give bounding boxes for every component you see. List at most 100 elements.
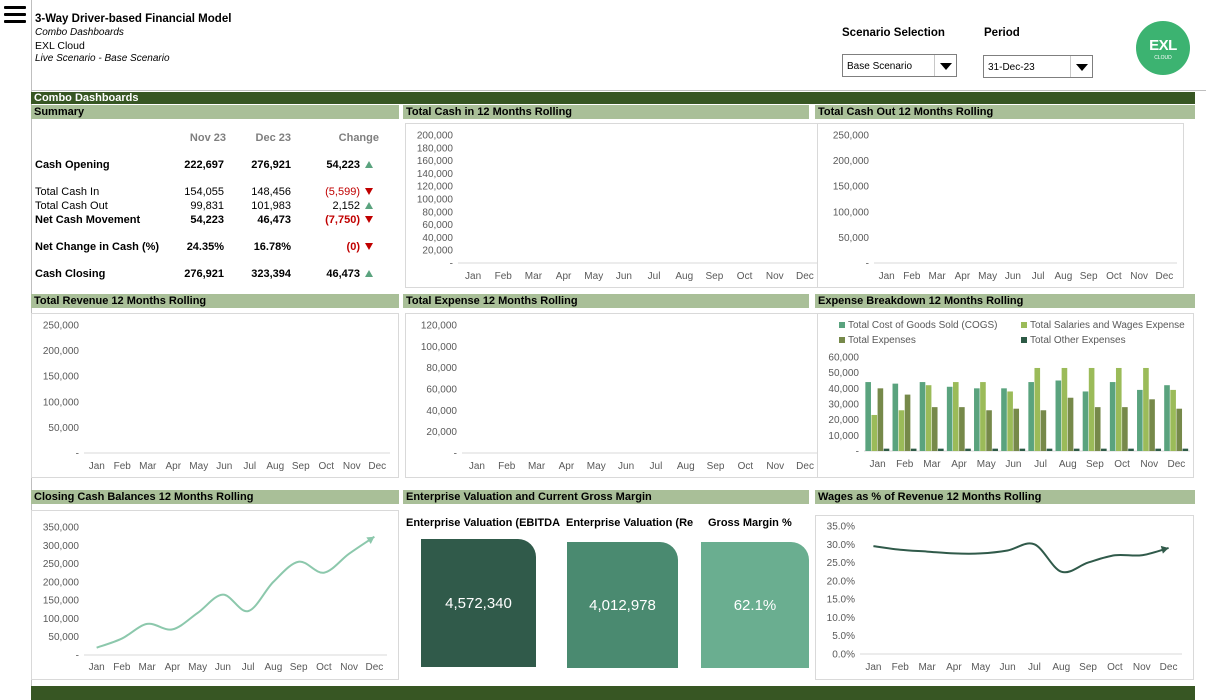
ev-ebitda-value: 4,572,340 (445, 594, 512, 612)
band-closing-cash: Closing Cash Balances 12 Months Rolling (31, 490, 399, 504)
summary-prev-value: 24.35% (186, 241, 224, 253)
bar (865, 382, 871, 451)
ev-revenue-label: Enterprise Valuation (Re (566, 517, 694, 529)
x-tick-label: Feb (113, 662, 131, 673)
line-end-arrow (366, 536, 375, 544)
bar (986, 410, 992, 451)
summary-prev-value: 222,697 (184, 159, 224, 171)
summary-change-value: 54,223 (326, 159, 360, 171)
y-tick-label: 50,000 (838, 233, 869, 244)
bar (1149, 399, 1155, 451)
line-end-arrow (1160, 545, 1169, 554)
bar (904, 394, 911, 451)
legend-item-expenses: Total Expenses (839, 335, 916, 346)
y-tick-label: 180,000 (417, 143, 454, 154)
y-tick-label: 50,000 (48, 632, 79, 643)
chevron-down-icon[interactable] (1070, 56, 1092, 77)
x-tick-label: Jun (616, 271, 632, 282)
y-tick-label: 150,000 (43, 372, 80, 383)
ev-revenue-value: 4,012,978 (589, 596, 656, 614)
summary-curr-value: 148,456 (251, 186, 291, 198)
band-revenue: Total Revenue 12 Months Rolling (31, 294, 399, 308)
y-tick-label: 250,000 (43, 559, 80, 570)
bar (1007, 391, 1013, 451)
y-tick-label: 300,000 (43, 541, 80, 552)
x-tick-label: Apr (165, 662, 181, 673)
chart-panel-expense-breakdown: Total Cost of Goods Sold (COGS) Total Sa… (817, 313, 1194, 478)
y-tick-label: 250,000 (43, 321, 80, 332)
summary-row-label: Total Cash Out (35, 200, 108, 212)
x-tick-label: Mar (525, 271, 543, 282)
y-tick-label: 60,000 (828, 353, 859, 364)
bar (1101, 448, 1107, 451)
x-tick-label: Oct (738, 461, 754, 472)
band-summary: Summary (31, 105, 399, 119)
x-tick-label: Aug (1054, 271, 1072, 282)
band-cash-in: Total Cash in 12 Months Rolling (403, 105, 809, 119)
cash-out-chart: - 50,000 100,000 150,000 200,000 250,000 Jan Fe… (833, 131, 1177, 282)
x-tick-label: Apr (946, 662, 962, 673)
y-tick-label: 5.0% (832, 631, 855, 642)
scenario-line: Live Scenario - Base Scenario (35, 53, 170, 64)
exl-cloud-logo: EXL CLOUD (1136, 21, 1190, 75)
y-tick-label: 100,000 (43, 397, 80, 408)
x-tick-label: Jul (242, 662, 255, 673)
y-tick-label: 20.0% (827, 576, 855, 587)
x-tick-label: May (978, 271, 997, 282)
menu-icon[interactable] (4, 6, 26, 24)
y-tick-label: 10.0% (827, 613, 855, 624)
x-tick-label: Dec (1160, 662, 1178, 673)
summary-prev-value: 154,055 (184, 186, 224, 198)
period-dropdown[interactable]: 31-Dec-23 (983, 55, 1093, 78)
chart-panel-expense: - 20,000 40,000 60,000 80,000 100,000 120,000 J… (405, 313, 831, 478)
series-line (873, 542, 1169, 574)
gross-margin-card: 62.1% (701, 542, 809, 668)
summary-prev-value: 99,831 (190, 200, 224, 212)
bar (1170, 389, 1176, 451)
bar (925, 385, 932, 451)
x-tick-label: Mar (139, 662, 157, 673)
x-tick-label: Feb (892, 662, 910, 673)
y-tick-label: - (76, 449, 79, 460)
chevron-down-icon[interactable] (934, 55, 956, 76)
scenario-dropdown[interactable]: Base Scenario (842, 54, 957, 77)
bar (1067, 397, 1074, 451)
arrow-down-icon (365, 243, 374, 251)
x-tick-label: Jul (1034, 459, 1047, 470)
y-tick-label: - (856, 447, 859, 458)
y-tick-label: 100,000 (421, 342, 458, 353)
y-tick-label: - (454, 449, 457, 460)
bar (992, 448, 998, 451)
summary-row-label: Net Cash Movement (35, 214, 141, 226)
period-dropdown-value: 31-Dec-23 (988, 62, 1035, 73)
section-band-main: Combo Dashboards (31, 92, 1195, 104)
x-tick-label: May (977, 459, 996, 470)
bar (1109, 382, 1116, 451)
x-tick-label: Dec (365, 662, 383, 673)
x-tick-label: Nov (343, 461, 361, 472)
band-wages: Wages as % of Revenue 12 Months Rolling (815, 490, 1195, 504)
bar (1082, 391, 1089, 451)
bar (1019, 448, 1026, 451)
y-tick-label: 60,000 (426, 385, 457, 396)
bar (1143, 367, 1149, 451)
ev-revenue-card: 4,012,978 (567, 542, 678, 668)
y-tick-label: 40,000 (828, 384, 859, 395)
x-tick-label: Jan (879, 271, 895, 282)
band-cash-out: Total Cash Out 12 Months Rolling (815, 105, 1195, 119)
bar (910, 448, 917, 451)
wages-chart: 0.0% 5.0% 10.0% 15.0% 20.0% 25.0% 30.0% 35.0% Ja… (827, 522, 1182, 673)
y-tick-label: 100,000 (43, 614, 80, 625)
x-tick-label: Jan (865, 662, 881, 673)
x-tick-label: Apr (165, 461, 181, 472)
expense-breakdown-chart: - 10,000 20,000 30,000 40,000 50,000 60,000 Jan… (828, 353, 1190, 470)
period-label: Period (984, 27, 1020, 39)
y-tick-label: 20,000 (828, 415, 859, 426)
y-tick-label: 250,000 (833, 131, 870, 142)
x-tick-label: Nov (1133, 662, 1151, 673)
x-tick-label: Jun (1005, 271, 1021, 282)
legend-item-salaries: Total Salaries and Wages Expense (1021, 320, 1185, 331)
y-tick-label: - (76, 651, 79, 662)
x-tick-label: Jun (1000, 662, 1016, 673)
bar (1013, 408, 1020, 451)
